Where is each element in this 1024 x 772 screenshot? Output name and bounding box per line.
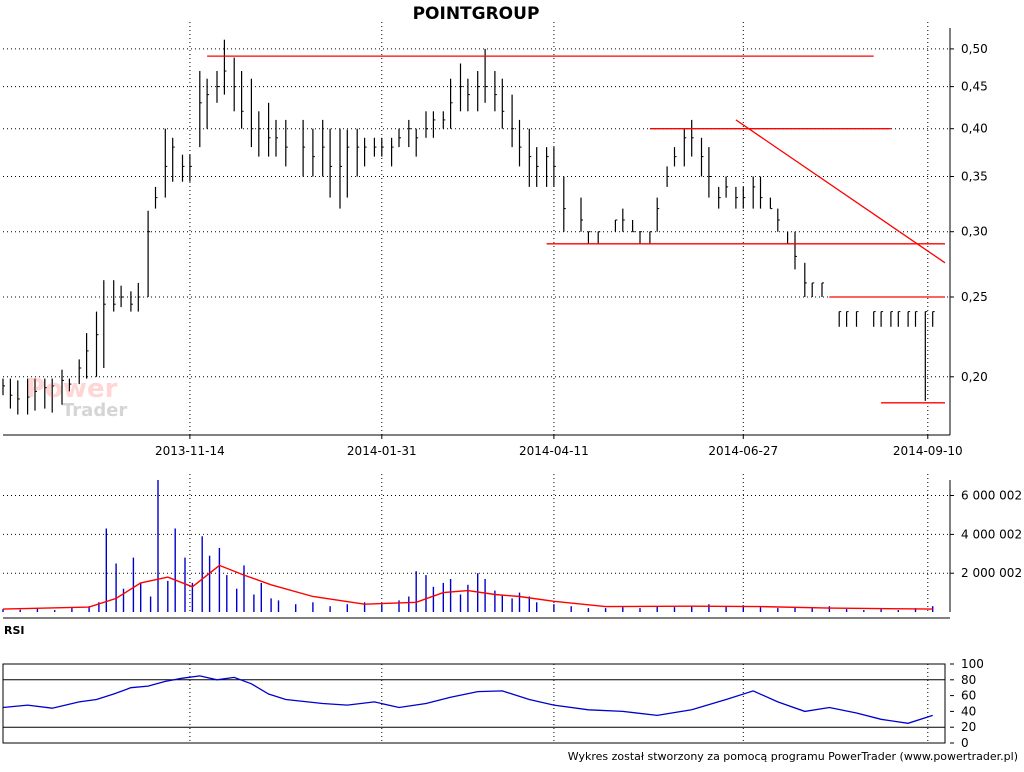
y-tick-label: 0,35	[961, 170, 988, 184]
y-tick-label: 0,40	[961, 122, 988, 136]
volume-bars	[2, 480, 934, 612]
y-tick-label: 0	[961, 736, 969, 750]
x-tick-label: 2014-06-27	[708, 444, 778, 458]
rsi-panel-frame	[2, 663, 946, 744]
rsi-line	[2, 675, 933, 724]
chart-title: POINTGROUP	[413, 4, 540, 24]
watermark-text-trader: Trader	[62, 400, 127, 421]
y-tick-label: 60	[961, 689, 976, 703]
price-y-axis: 0,50 0,45 0,40 0,35 0,30 0,25 0,20	[3, 28, 988, 436]
x-tick-label: 2014-04-11	[519, 444, 589, 458]
y-tick-label: 80	[961, 673, 976, 687]
rsi-panel-title: RSI	[4, 624, 25, 637]
y-tick-label: 0,20	[961, 370, 988, 384]
price-bars	[2, 39, 935, 415]
y-tick-label: 2 000 002	[961, 566, 1022, 580]
y-tick-label: 0,45	[961, 80, 988, 94]
trend-line	[735, 119, 946, 264]
y-tick-label: 0,30	[961, 225, 988, 239]
y-tick-label: 100	[961, 657, 984, 671]
volume-moving-average-line	[2, 564, 933, 610]
footer-credit: Wykres został stworzony za pomocą progra…	[568, 750, 1018, 763]
x-tick-label: 2014-01-31	[347, 444, 417, 458]
watermark-text-power: Power	[26, 374, 118, 404]
y-tick-label: 4 000 002	[961, 527, 1022, 541]
volume-y-axis: 6 000 002 4 000 002 2 000 002	[3, 480, 1022, 619]
x-tick-label: 2014-09-10	[893, 444, 963, 458]
x-tick-label: 2013-11-14	[155, 444, 225, 458]
y-tick-label: 40	[961, 704, 976, 718]
watermark: Power Trader	[26, 374, 127, 421]
y-tick-label: 0,50	[961, 42, 988, 56]
y-tick-label: 20	[961, 720, 976, 734]
y-tick-label: 0,25	[961, 290, 988, 304]
grid: 2013-11-14 2014-01-31 2014-04-11 2014-06-27…	[155, 22, 963, 743]
y-tick-label: 6 000 002	[961, 489, 1022, 503]
trend-lines	[207, 55, 946, 404]
